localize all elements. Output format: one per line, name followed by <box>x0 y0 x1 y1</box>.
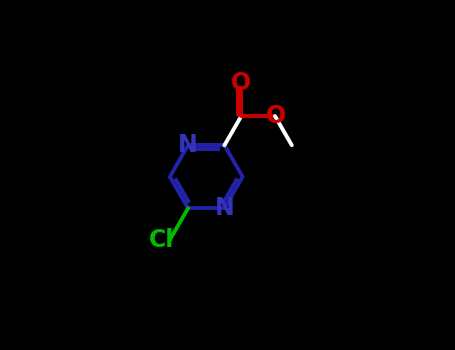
Text: O: O <box>231 70 251 95</box>
Text: Cl: Cl <box>149 228 174 252</box>
Text: O: O <box>266 104 286 128</box>
Text: N: N <box>215 196 234 220</box>
Text: N: N <box>178 133 198 157</box>
